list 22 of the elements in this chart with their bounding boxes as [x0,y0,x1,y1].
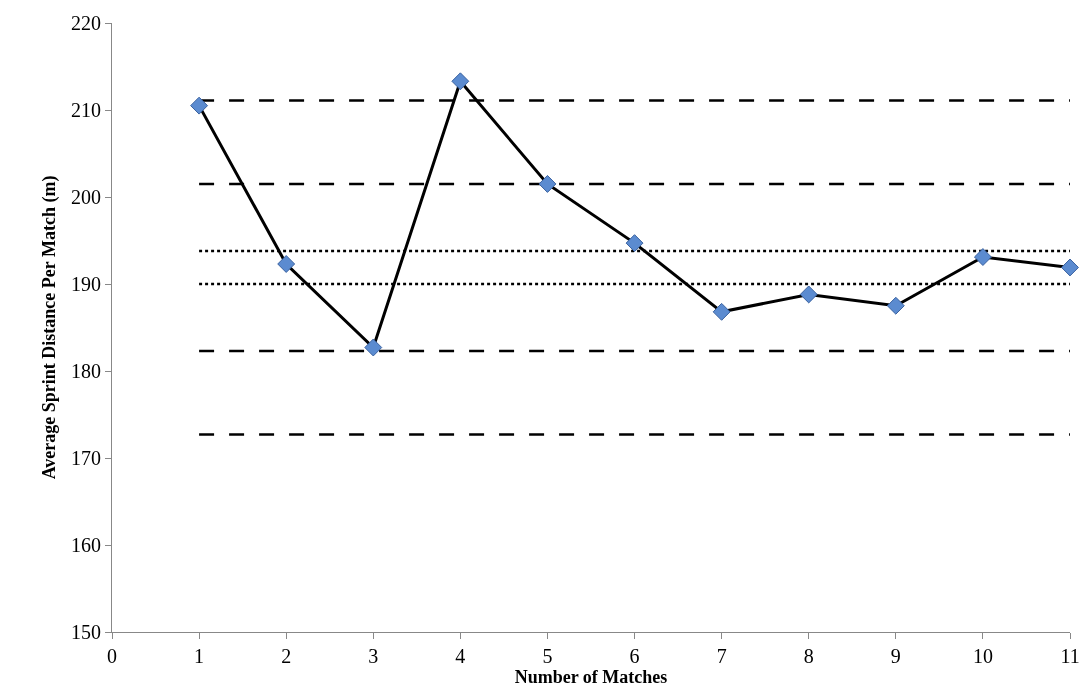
y-tick-label: 170 [71,447,101,469]
x-tick-label: 11 [1060,645,1080,667]
y-tick-label: 200 [71,186,101,208]
x-tick-label: 9 [890,645,901,667]
x-tick-label: 1 [194,645,205,667]
y-tick-label: 210 [71,99,101,121]
y-tick-label: 180 [71,360,101,382]
x-tick-label: 6 [629,645,640,667]
x-axis-title: Number of Matches [514,667,668,688]
y-tick-label: 160 [71,534,101,556]
x-tick-label: 7 [716,645,727,667]
x-tick-label: 10 [972,645,993,667]
y-tick-label: 150 [71,621,101,643]
y-tick-label: 190 [71,273,101,295]
y-tick-label: 220 [71,12,101,34]
x-tick-label: 0 [107,645,117,667]
x-tick-label: 4 [455,645,466,667]
x-tick-label: 3 [368,645,379,667]
x-tick-label: 2 [281,645,292,667]
x-tick-label: 8 [803,645,814,667]
y-axis-title: Average Sprint Distance Per Match (m) [39,175,61,480]
x-tick-label: 5 [542,645,553,667]
